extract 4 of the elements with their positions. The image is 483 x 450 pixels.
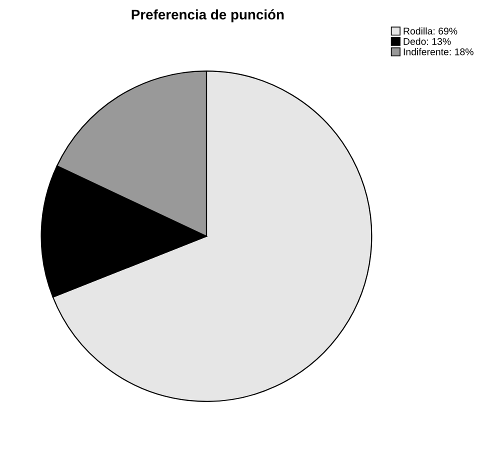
legend-label: Rodilla: 69% xyxy=(404,27,458,35)
chart-title: Preferencia de punción xyxy=(132,9,284,22)
legend-label: Indiferente: 18% xyxy=(404,48,474,56)
legend-label: Dedo: 13% xyxy=(404,38,451,45)
